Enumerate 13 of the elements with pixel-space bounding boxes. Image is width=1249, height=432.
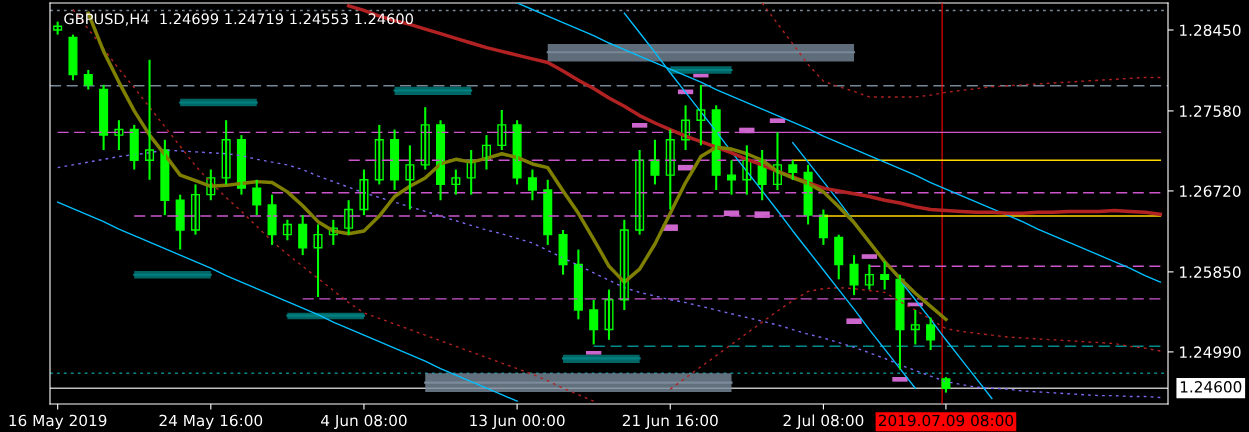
x-tick-label: 16 May 2019 bbox=[9, 414, 107, 430]
x-tick-label: 24 May 16:00 bbox=[159, 414, 263, 430]
y-tick-label: 1.26720 bbox=[1180, 185, 1241, 197]
x-tick-label: 21 Jun 16:00 bbox=[622, 414, 718, 430]
x-tick-label: 2 Jul 08:00 bbox=[783, 414, 864, 430]
y-tick-label: 1.28450 bbox=[1180, 24, 1241, 36]
x-tick-label: 2019.07.09 08:00 bbox=[878, 414, 1014, 427]
ref-line-label: 1.24600 bbox=[1180, 381, 1242, 393]
y-tick-label: 1.25850 bbox=[1180, 266, 1241, 278]
y-tick-label: 1.24990 bbox=[1180, 346, 1241, 358]
x-tick-label: 13 Jun 00:00 bbox=[470, 414, 565, 430]
y-tick-label: 1.27580 bbox=[1180, 105, 1241, 117]
x-tick-label: 4 Jun 08:00 bbox=[321, 414, 407, 430]
